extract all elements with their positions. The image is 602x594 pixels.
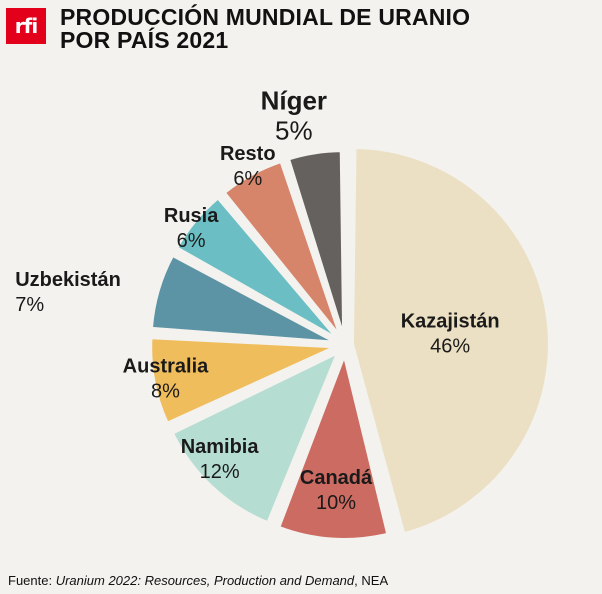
pie-slice-namibia <box>171 351 339 524</box>
pie-slice-uzbekistán <box>150 254 334 343</box>
pie-slice-rusia <box>176 197 337 339</box>
pie-slice-resto <box>223 160 341 336</box>
slice-value-australia: 8% <box>151 381 180 403</box>
slice-label-rusia: Rusia <box>164 205 219 227</box>
slice-value-rusia: 6% <box>177 230 206 252</box>
slice-label-kazajistán: Kazajistán <box>401 311 500 333</box>
slice-value-resto: 6% <box>233 168 262 190</box>
chart-title-line-2: POR PAÍS 2021 <box>60 27 229 53</box>
slice-value-níger: 5% <box>275 115 313 145</box>
pie-slice-australia <box>150 337 334 424</box>
rfi-logo: rfi <box>6 8 46 44</box>
pie-slice-kazajistán <box>351 146 550 535</box>
slice-value-kazajistán: 46% <box>430 336 470 358</box>
source-note: Fuente: Uranium 2022: Resources, Product… <box>8 573 389 588</box>
slice-value-namibia: 12% <box>200 461 240 483</box>
slice-label-resto: Resto <box>220 143 276 165</box>
slice-label-namibia: Namibia <box>181 436 260 458</box>
slice-value-uzbekistán: 7% <box>15 294 44 316</box>
slice-label-uzbekistán: Uzbekistán <box>15 269 121 291</box>
pie-slice-canadá <box>278 353 389 540</box>
pie-slice-níger <box>287 150 345 334</box>
slice-label-canadá: Canadá <box>300 467 373 489</box>
slice-label-níger: Níger <box>261 85 327 115</box>
chart-title-line-1: PRODUCCIÓN MUNDIAL DE URANIO <box>60 4 471 30</box>
slice-value-canadá: 10% <box>316 492 356 514</box>
slice-label-australia: Australia <box>123 356 209 378</box>
